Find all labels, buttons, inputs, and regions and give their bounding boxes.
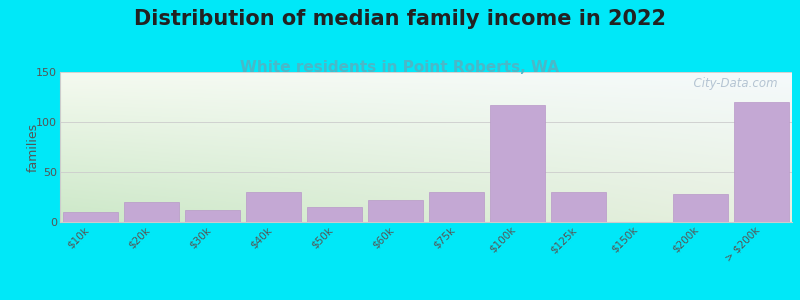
Bar <box>551 192 606 222</box>
Bar <box>124 202 179 222</box>
Bar <box>307 207 362 222</box>
Bar <box>673 194 728 222</box>
Bar <box>734 102 789 222</box>
Bar <box>429 192 484 222</box>
Bar <box>185 210 240 222</box>
Text: City-Data.com: City-Data.com <box>686 76 778 89</box>
Bar <box>63 212 118 222</box>
Y-axis label: families: families <box>27 122 40 172</box>
Bar <box>490 105 545 222</box>
Text: White residents in Point Roberts, WA: White residents in Point Roberts, WA <box>241 60 559 75</box>
Bar <box>368 200 423 222</box>
Bar <box>246 192 301 222</box>
Text: Distribution of median family income in 2022: Distribution of median family income in … <box>134 9 666 29</box>
